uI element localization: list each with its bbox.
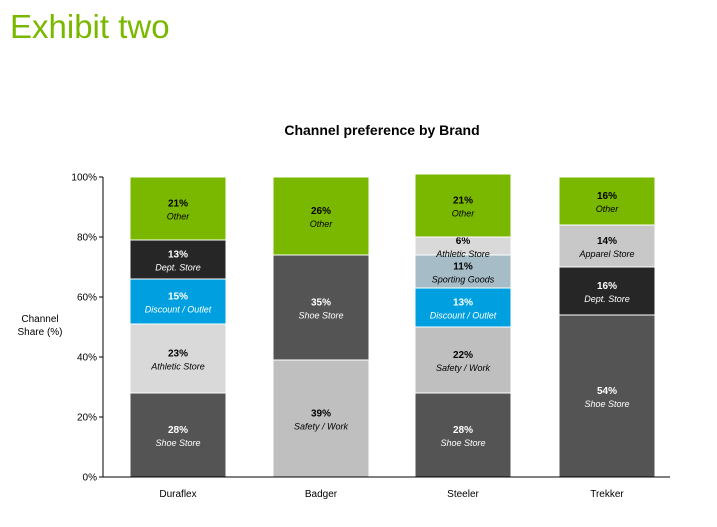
segment-label-duraflex-dept-store: Dept. Store bbox=[155, 263, 201, 273]
segment-label-steeler-discount-outlet: Discount / Outlet bbox=[430, 311, 497, 321]
bar-segment-duraflex-athletic-store bbox=[129, 323, 227, 394]
segment-label-steeler-sporting-goods: Sporting Goods bbox=[432, 275, 495, 285]
segment-label-badger-safety-work: Safety / Work bbox=[294, 422, 349, 432]
segment-label-steeler-shoe-store: Shoe Store bbox=[440, 438, 485, 448]
segment-label-duraflex-discount-outlet: Discount / Outlet bbox=[145, 305, 212, 315]
bar-segment-trekker-shoe-store bbox=[558, 314, 656, 478]
y-axis: 0% 20% 40% 60% 80% 100% bbox=[71, 173, 104, 484]
bar-segment-steeler-other bbox=[414, 173, 512, 238]
bar-segment-steeler-discount-outlet bbox=[414, 287, 512, 328]
bar-segment-trekker-other bbox=[558, 176, 656, 226]
data-label-steeler-discount-outlet: 13% bbox=[453, 298, 473, 309]
data-label-steeler-athletic-store: 6% bbox=[456, 236, 471, 247]
x-tick-label-duraflex: Duraflex bbox=[159, 489, 196, 500]
data-label-duraflex-discount-outlet: 15% bbox=[168, 292, 188, 303]
bar-segment-badger-shoe-store bbox=[272, 254, 370, 361]
bar-segment-steeler-safety-work bbox=[414, 326, 512, 394]
bar-segment-badger-safety-work bbox=[272, 359, 370, 478]
bar-segment-trekker-dept-store bbox=[558, 266, 656, 316]
x-tick-label-trekker: Trekker bbox=[590, 489, 624, 500]
data-label-badger-other: 26% bbox=[311, 206, 331, 217]
chart-title: Channel preference by Brand bbox=[284, 122, 479, 138]
segment-label-duraflex-other: Other bbox=[167, 212, 191, 222]
segment-label-steeler-other: Other bbox=[452, 209, 476, 219]
bar-segment-steeler-sporting-goods bbox=[414, 254, 512, 289]
data-label-duraflex-dept-store: 13% bbox=[168, 250, 188, 261]
segment-label-duraflex-shoe-store: Shoe Store bbox=[155, 438, 200, 448]
y-tick-label: 100% bbox=[71, 173, 97, 184]
data-label-duraflex-shoe-store: 28% bbox=[168, 425, 188, 436]
data-label-steeler-safety-work: 22% bbox=[453, 350, 473, 361]
data-label-steeler-other: 21% bbox=[453, 196, 473, 207]
data-label-trekker-apparel-store: 14% bbox=[597, 236, 617, 247]
segment-label-trekker-apparel-store: Apparel Store bbox=[578, 249, 634, 259]
y-tick-label: 40% bbox=[77, 353, 97, 364]
y-axis-label-line-2: Share (%) bbox=[17, 327, 62, 338]
data-label-duraflex-athletic-store: 23% bbox=[168, 349, 188, 360]
data-label-steeler-shoe-store: 28% bbox=[453, 425, 473, 436]
bar-segment-duraflex-other bbox=[129, 176, 227, 241]
bar-segment-trekker-apparel-store bbox=[558, 224, 656, 268]
x-tick-label-steeler: Steeler bbox=[447, 489, 479, 500]
data-label-duraflex-other: 21% bbox=[168, 199, 188, 210]
x-tick-label-badger: Badger bbox=[305, 489, 338, 500]
segment-label-steeler-athletic-store: Athletic Store bbox=[435, 249, 490, 259]
x-axis: Duraflex Badger Steeler Trekker bbox=[103, 476, 670, 500]
exhibit-title: Exhibit two bbox=[10, 8, 170, 45]
segment-label-trekker-dept-store: Dept. Store bbox=[584, 294, 630, 304]
bar-segment-badger-other bbox=[272, 176, 370, 256]
data-label-badger-safety-work: 39% bbox=[311, 409, 331, 420]
y-axis-label-line-1: Channel bbox=[21, 314, 58, 325]
segment-label-trekker-shoe-store: Shoe Store bbox=[584, 399, 629, 409]
segment-label-badger-other: Other bbox=[310, 219, 334, 229]
data-label-badger-shoe-store: 35% bbox=[311, 298, 331, 309]
segment-label-badger-shoe-store: Shoe Store bbox=[298, 311, 343, 321]
y-tick-label: 60% bbox=[77, 293, 97, 304]
y-tick-label: 20% bbox=[77, 413, 97, 424]
data-label-trekker-shoe-store: 54% bbox=[597, 386, 617, 397]
segment-label-steeler-safety-work: Safety / Work bbox=[436, 363, 491, 373]
bar-segment-duraflex-dept-store bbox=[129, 239, 227, 280]
data-label-trekker-other: 16% bbox=[597, 191, 617, 202]
segment-label-duraflex-athletic-store: Athletic Store bbox=[150, 362, 205, 372]
data-label-trekker-dept-store: 16% bbox=[597, 281, 617, 292]
bar-segment-duraflex-discount-outlet bbox=[129, 278, 227, 325]
y-tick-label: 80% bbox=[77, 233, 97, 244]
y-tick-label: 0% bbox=[83, 473, 98, 484]
data-label-steeler-sporting-goods: 11% bbox=[453, 262, 473, 273]
bars-group: 28% Shoe Store 23% Athletic Store 15% Discoun… bbox=[129, 173, 656, 478]
bar-segment-steeler-shoe-store bbox=[414, 392, 512, 478]
segment-label-trekker-other: Other bbox=[596, 204, 620, 214]
